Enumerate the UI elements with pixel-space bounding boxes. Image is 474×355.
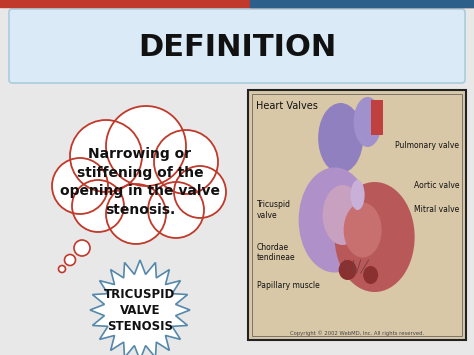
Ellipse shape bbox=[338, 260, 356, 280]
Text: Copyright © 2002 WebMD, Inc. All rights reserved.: Copyright © 2002 WebMD, Inc. All rights … bbox=[290, 330, 424, 336]
Ellipse shape bbox=[318, 103, 363, 173]
Text: Heart Valves: Heart Valves bbox=[256, 101, 318, 111]
Circle shape bbox=[70, 120, 142, 192]
Ellipse shape bbox=[344, 202, 382, 257]
Circle shape bbox=[85, 127, 195, 237]
Bar bbox=[371, 100, 383, 135]
Text: Papillary muscle: Papillary muscle bbox=[257, 280, 319, 289]
Ellipse shape bbox=[363, 266, 378, 284]
Circle shape bbox=[154, 130, 218, 194]
Circle shape bbox=[58, 266, 65, 273]
FancyBboxPatch shape bbox=[9, 9, 465, 83]
Circle shape bbox=[106, 184, 166, 244]
Circle shape bbox=[64, 255, 75, 266]
Circle shape bbox=[74, 240, 90, 256]
Ellipse shape bbox=[354, 97, 382, 147]
Text: Aortic valve: Aortic valve bbox=[414, 180, 459, 190]
Text: TRICUSPID
VALVE
STENOSIS: TRICUSPID VALVE STENOSIS bbox=[104, 288, 176, 333]
Text: Tricuspid
valve: Tricuspid valve bbox=[257, 200, 291, 220]
Ellipse shape bbox=[299, 168, 371, 273]
Text: Pulmonary valve: Pulmonary valve bbox=[395, 141, 459, 149]
Circle shape bbox=[148, 182, 204, 238]
Circle shape bbox=[174, 166, 226, 218]
Bar bbox=[252, 94, 462, 336]
Bar bbox=[0, 0, 474, 7]
Circle shape bbox=[106, 106, 186, 186]
Ellipse shape bbox=[323, 185, 363, 245]
Polygon shape bbox=[90, 260, 190, 355]
Bar bbox=[248, 90, 466, 340]
Text: Mitral valve: Mitral valve bbox=[414, 206, 459, 214]
Bar bbox=[250, 0, 474, 7]
Ellipse shape bbox=[351, 180, 365, 210]
Circle shape bbox=[52, 158, 108, 214]
Text: Chordae
tendineae: Chordae tendineae bbox=[257, 243, 295, 262]
Circle shape bbox=[72, 180, 124, 232]
Text: DEFINITION: DEFINITION bbox=[138, 33, 336, 62]
Ellipse shape bbox=[335, 182, 415, 292]
Text: Narrowing or
stiffening of the
opening in the valve
stenosis.: Narrowing or stiffening of the opening i… bbox=[60, 147, 220, 217]
